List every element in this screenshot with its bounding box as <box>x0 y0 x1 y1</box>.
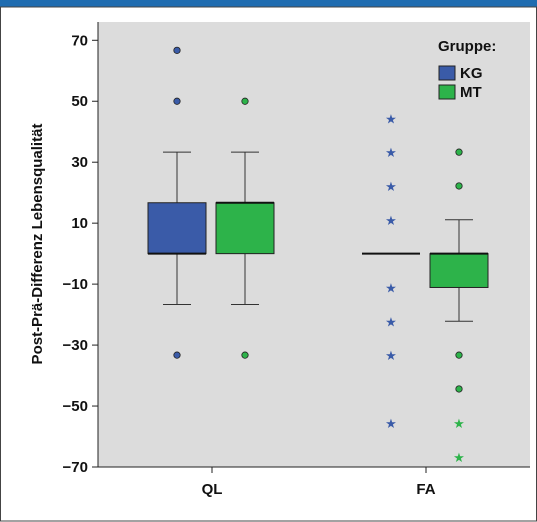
extreme-point: ★ <box>385 348 397 363</box>
y-tick-label: −50 <box>63 398 88 415</box>
outlier-point <box>241 351 249 359</box>
extreme-point: ★ <box>385 280 397 295</box>
outlier-point <box>455 148 463 156</box>
extreme-point: ★ <box>453 450 465 465</box>
legend-swatch <box>438 84 456 100</box>
box-MT-FA: ★★ <box>429 148 489 465</box>
legend: Gruppe: KG MT <box>438 38 496 101</box>
extreme-point: ★ <box>385 416 397 431</box>
extreme-point: ★ <box>385 314 397 329</box>
y-tick-label: 30 <box>71 154 88 171</box>
x-tick-label: QL <box>202 481 223 498</box>
extreme-point: ★ <box>385 145 397 160</box>
y-ticks: 70 50 30 10 −10 −30 −50 −70 <box>63 32 98 476</box>
y-tick-label: −10 <box>63 276 88 293</box>
y-tick-label: 10 <box>71 215 88 232</box>
extreme-point: ★ <box>385 179 397 194</box>
extreme-point: ★ <box>385 213 397 228</box>
plot-layer: ★★★★★★★★ ★★ <box>147 46 489 465</box>
legend-label: MT <box>460 84 482 101</box>
box-KG-QL <box>147 46 207 359</box>
legend-swatch <box>438 65 456 81</box>
legend-label: KG <box>460 65 483 82</box>
outlier-point <box>455 385 463 393</box>
box-body <box>147 202 207 255</box>
outlier-point <box>173 351 181 359</box>
outlier-point <box>455 351 463 359</box>
x-tick-label: FA <box>416 481 435 498</box>
outlier-point <box>455 182 463 190</box>
box-body <box>429 253 489 288</box>
box-KG-FA: ★ ★ ★ ★ ★ ★ ★ ★ <box>362 111 420 431</box>
y-tick-label: 50 <box>71 93 88 110</box>
outlier-point <box>173 97 181 105</box>
extreme-point: ★ <box>385 111 397 126</box>
extreme-point: ★ <box>453 416 465 431</box>
outlier-point <box>173 46 181 54</box>
header-bar <box>0 0 537 7</box>
box-body <box>215 202 275 255</box>
box-MT-QL <box>215 97 275 359</box>
y-tick-label: −70 <box>63 459 88 476</box>
outlier-point <box>241 97 249 105</box>
y-tick-label: −30 <box>63 337 88 354</box>
legend-title: Gruppe: <box>438 38 496 55</box>
y-axis-title: Post-Prä-Differenz Lebensqualität <box>29 124 46 365</box>
y-tick-label: 70 <box>71 32 88 49</box>
x-ticks: QL FA <box>202 467 436 498</box>
